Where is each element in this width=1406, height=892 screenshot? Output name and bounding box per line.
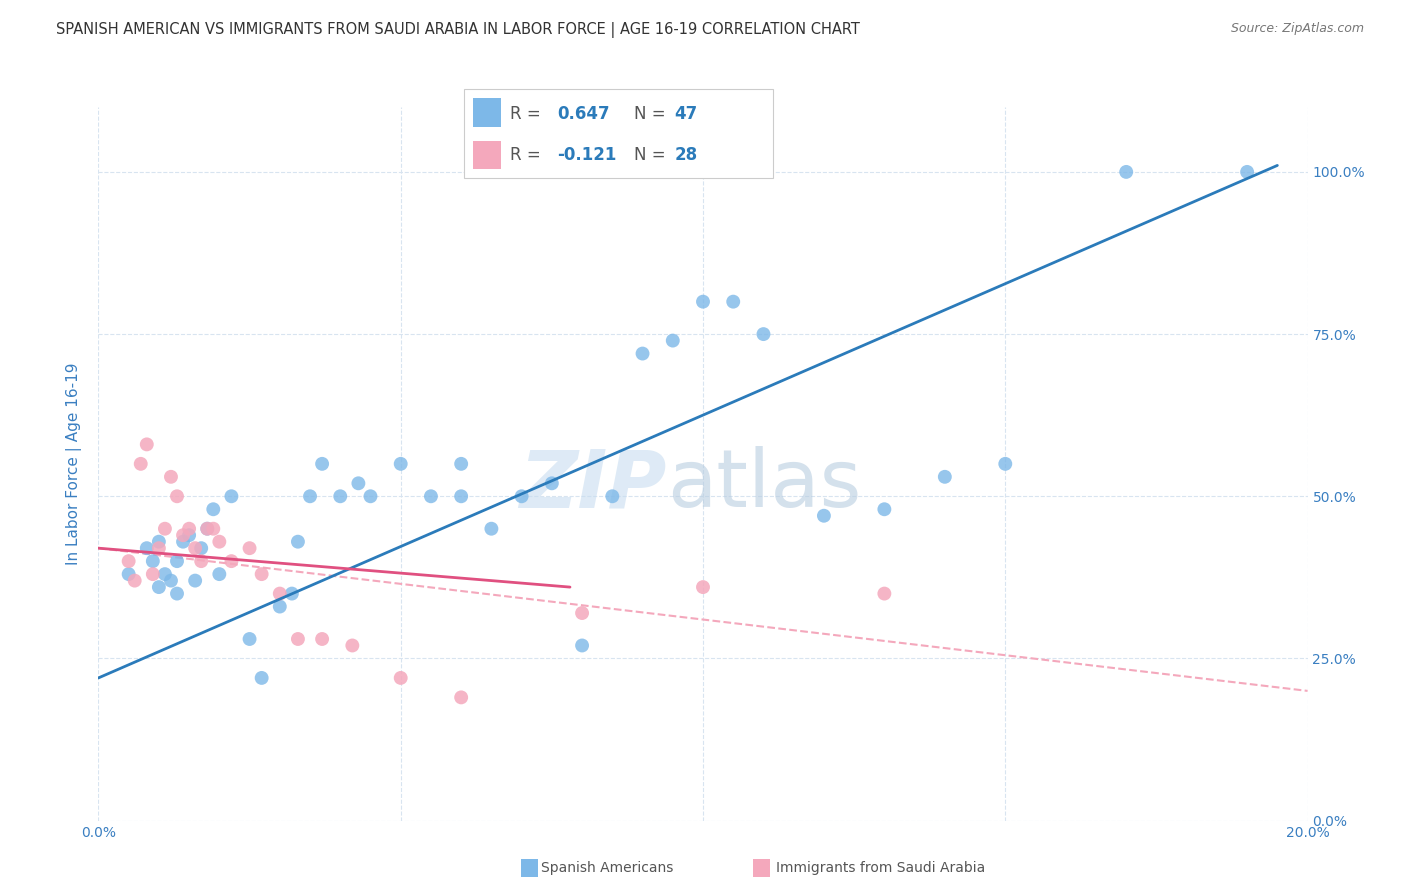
Point — [148, 580, 170, 594]
Text: N =: N = — [634, 146, 671, 164]
Point — [510, 489, 533, 503]
Point — [692, 294, 714, 309]
Point — [692, 580, 714, 594]
Text: ZIP: ZIP — [519, 446, 666, 524]
Point — [118, 554, 141, 568]
Point — [179, 528, 201, 542]
Point — [184, 574, 207, 588]
Point — [723, 294, 745, 309]
Y-axis label: In Labor Force | Age 16-19: In Labor Force | Age 16-19 — [66, 362, 83, 566]
Point — [221, 489, 243, 503]
Text: SPANISH AMERICAN VS IMMIGRANTS FROM SAUDI ARABIA IN LABOR FORCE | AGE 16-19 CORR: SPANISH AMERICAN VS IMMIGRANTS FROM SAUD… — [56, 22, 860, 38]
Text: atlas: atlas — [666, 446, 860, 524]
Point — [135, 541, 157, 556]
Point — [142, 554, 165, 568]
Point — [1236, 165, 1258, 179]
Point — [347, 476, 370, 491]
Text: R =: R = — [510, 105, 547, 123]
Point — [481, 522, 503, 536]
Point — [420, 489, 443, 503]
Point — [190, 541, 212, 556]
Point — [208, 534, 231, 549]
Text: N =: N = — [634, 105, 671, 123]
Point — [195, 522, 218, 536]
Text: Source: ZipAtlas.com: Source: ZipAtlas.com — [1230, 22, 1364, 36]
Point — [752, 327, 775, 342]
Point — [153, 567, 176, 582]
Point — [287, 534, 309, 549]
Point — [269, 586, 291, 600]
FancyBboxPatch shape — [754, 859, 769, 877]
Point — [202, 502, 225, 516]
Point — [250, 671, 273, 685]
Point — [148, 534, 170, 549]
Point — [166, 554, 188, 568]
FancyBboxPatch shape — [474, 98, 501, 127]
Point — [540, 476, 562, 491]
Point — [450, 457, 472, 471]
Text: 47: 47 — [675, 105, 697, 123]
Point — [166, 586, 188, 600]
Point — [172, 534, 194, 549]
Point — [571, 606, 593, 620]
Point — [571, 639, 593, 653]
Point — [281, 586, 304, 600]
Point — [1115, 165, 1137, 179]
Point — [873, 586, 896, 600]
Point — [299, 489, 322, 503]
Point — [342, 639, 364, 653]
Point — [166, 489, 188, 503]
Point — [631, 346, 654, 360]
Point — [160, 470, 183, 484]
Point — [153, 522, 176, 536]
Point — [994, 457, 1017, 471]
Text: R =: R = — [510, 146, 547, 164]
Point — [450, 690, 472, 705]
Point — [450, 489, 472, 503]
Point — [221, 554, 243, 568]
Point — [202, 522, 225, 536]
Point — [311, 632, 333, 646]
Text: Immigrants from Saudi Arabia: Immigrants from Saudi Arabia — [776, 861, 986, 875]
Point — [269, 599, 291, 614]
Text: Spanish Americans: Spanish Americans — [541, 861, 673, 875]
Point — [148, 541, 170, 556]
Point — [662, 334, 685, 348]
Point — [190, 554, 212, 568]
Point — [389, 457, 412, 471]
Point — [239, 632, 262, 646]
Text: 0.647: 0.647 — [557, 105, 609, 123]
Text: 28: 28 — [675, 146, 697, 164]
Point — [873, 502, 896, 516]
Point — [602, 489, 624, 503]
Point — [239, 541, 262, 556]
FancyBboxPatch shape — [522, 859, 537, 877]
Point — [118, 567, 141, 582]
Point — [813, 508, 835, 523]
Point — [142, 567, 165, 582]
Point — [360, 489, 382, 503]
Point — [195, 522, 218, 536]
Point — [329, 489, 352, 503]
FancyBboxPatch shape — [464, 89, 773, 178]
Point — [287, 632, 309, 646]
Point — [129, 457, 152, 471]
Point — [172, 528, 194, 542]
Text: -0.121: -0.121 — [557, 146, 616, 164]
Point — [135, 437, 157, 451]
Point — [184, 541, 207, 556]
Point — [311, 457, 333, 471]
Point — [160, 574, 183, 588]
Point — [250, 567, 273, 582]
Point — [208, 567, 231, 582]
Point — [934, 470, 956, 484]
FancyBboxPatch shape — [474, 141, 501, 169]
Point — [389, 671, 412, 685]
Point — [124, 574, 146, 588]
Point — [179, 522, 201, 536]
